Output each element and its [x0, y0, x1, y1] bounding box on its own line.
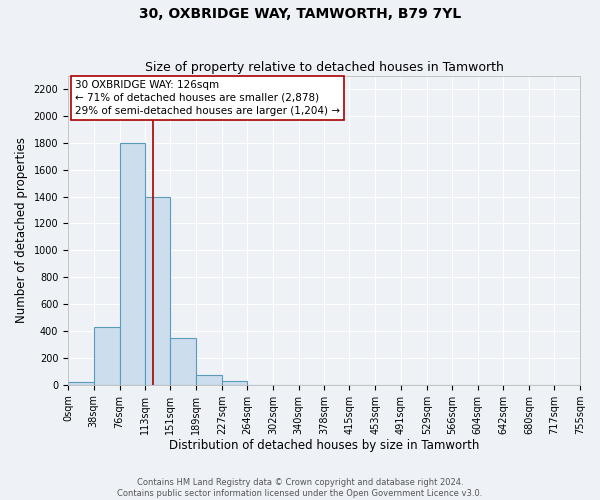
Text: Contains HM Land Registry data © Crown copyright and database right 2024.
Contai: Contains HM Land Registry data © Crown c…	[118, 478, 482, 498]
Bar	[170, 338, 196, 384]
Bar	[145, 196, 170, 384]
Text: 30 OXBRIDGE WAY: 126sqm
← 71% of detached houses are smaller (2,878)
29% of semi: 30 OXBRIDGE WAY: 126sqm ← 71% of detache…	[75, 80, 340, 116]
Y-axis label: Number of detached properties: Number of detached properties	[15, 137, 28, 323]
Bar	[94, 327, 119, 384]
X-axis label: Distribution of detached houses by size in Tamworth: Distribution of detached houses by size …	[169, 440, 479, 452]
Bar	[68, 382, 94, 384]
Text: 30, OXBRIDGE WAY, TAMWORTH, B79 7YL: 30, OXBRIDGE WAY, TAMWORTH, B79 7YL	[139, 8, 461, 22]
Title: Size of property relative to detached houses in Tamworth: Size of property relative to detached ho…	[145, 62, 503, 74]
Bar	[119, 143, 145, 384]
Bar	[196, 374, 222, 384]
Bar	[222, 382, 247, 384]
